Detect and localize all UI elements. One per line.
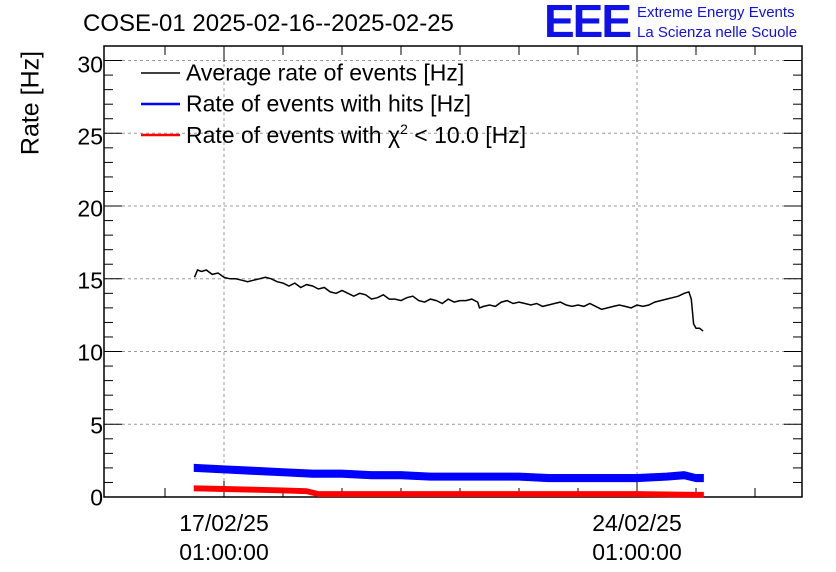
series-hits-rate — [194, 467, 704, 479]
y-tick-label: 30 — [77, 51, 103, 78]
series-chi2-rate — [194, 487, 704, 496]
y-tick-label: 5 — [90, 412, 103, 439]
legend-label-hits: Rate of events with hits [Hz] — [186, 90, 472, 117]
legend-chi2-superscript: 2 — [400, 121, 408, 138]
y-tick-label: 10 — [77, 339, 103, 366]
x-tick-label: 17/02/25 01:00:00 — [179, 509, 269, 567]
series-hits-rate-band — [193, 463, 704, 483]
logo-line-1: Extreme Energy Events — [637, 4, 795, 21]
y-tick-label: 15 — [77, 267, 103, 294]
logo-line-2: La Scienza nelle Scuole — [637, 24, 798, 41]
x-tick-date: 17/02/25 — [179, 510, 269, 536]
x-tick-date: 24/02/25 — [592, 510, 682, 536]
legend-label-chi2: Rate of events with χ2 < 10.0 [Hz] — [186, 121, 526, 149]
eee-logo: EEE — [544, 0, 632, 47]
legend-chi2-suffix: < 10.0 [Hz] — [407, 121, 527, 148]
legend-chi2-symbol: χ — [388, 121, 401, 148]
legend-label-average: Average rate of events [Hz] — [186, 59, 465, 86]
y-tick-label: 0 — [90, 484, 103, 511]
y-tick-label: 20 — [77, 195, 103, 222]
legend-chi2-prefix: Rate of events with — [186, 121, 388, 148]
y-axis-label: Rate [Hz] — [16, 50, 45, 156]
x-tick-time: 01:00:00 — [592, 539, 682, 565]
chart-title: COSE-01 2025-02-16--2025-02-25 — [83, 10, 454, 37]
x-tick-time: 01:00:00 — [179, 539, 269, 565]
series-chi2-rate-band — [193, 485, 704, 498]
x-tick-label: 24/02/25 01:00:00 — [592, 509, 682, 567]
y-tick-label: 25 — [77, 123, 103, 150]
series-average-rate — [193, 269, 704, 332]
